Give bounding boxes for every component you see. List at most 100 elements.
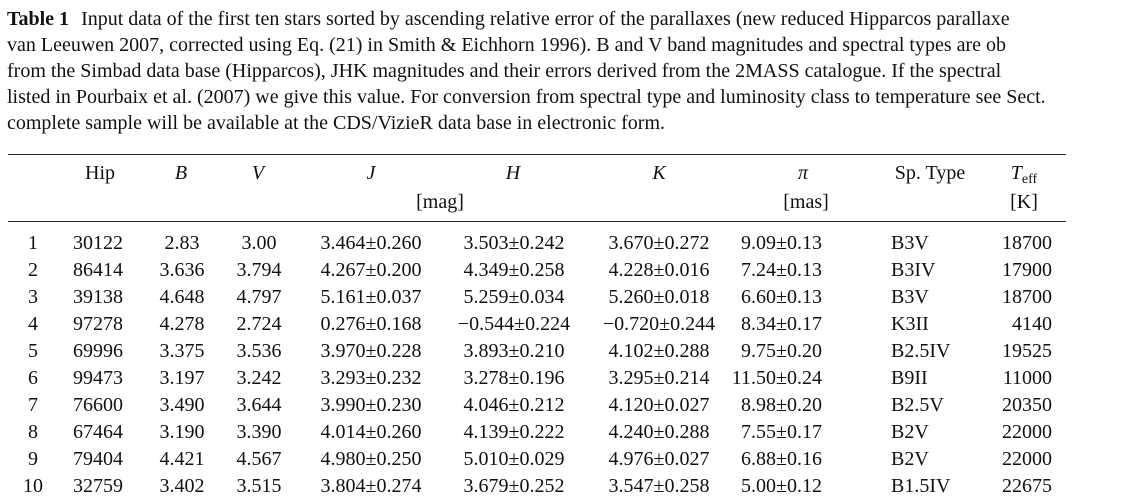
cell-b: 3.490 — [159, 394, 205, 416]
cell-parallax: 6.60±0.13 — [741, 286, 822, 308]
cell-j: 3.970±0.228 — [320, 340, 422, 362]
cell-h: 3.503±0.242 — [463, 232, 565, 254]
cell-teff: 17900 — [1002, 259, 1052, 281]
cell-j: 3.293±0.232 — [320, 367, 422, 389]
table-caption: Table 1 Input data of the first ten stars… — [7, 6, 1131, 136]
cell-b: 4.278 — [159, 313, 205, 335]
cell-v: 4.567 — [236, 448, 282, 470]
cell-hip: 76600 — [73, 394, 123, 416]
cell-k: 5.260±0.018 — [608, 286, 710, 308]
cell-hip: 67464 — [73, 421, 123, 443]
cell-h: 3.893±0.210 — [463, 340, 565, 362]
cell-teff: 11000 — [1002, 367, 1052, 389]
cell-parallax: 5.00±0.12 — [741, 475, 822, 497]
cell-j: 5.161±0.037 — [320, 286, 422, 308]
cell-v: 3.242 — [236, 367, 282, 389]
cell-b: 4.648 — [159, 286, 205, 308]
cell-k: 3.295±0.214 — [608, 367, 710, 389]
cell-hip: 97278 — [73, 313, 123, 335]
cell-index: 4 — [28, 313, 38, 335]
cell-j: 0.276±0.168 — [320, 313, 422, 335]
caption-line-5: complete sample will be available at the… — [7, 112, 666, 134]
cell-teff: 4140 — [1012, 313, 1052, 335]
cell-k: 3.670±0.272 — [608, 232, 710, 254]
cell-j: 3.804±0.274 — [320, 475, 422, 497]
cell-index: 8 — [28, 421, 38, 443]
cell-j: 4.267±0.200 — [320, 259, 422, 281]
cell-h: 3.679±0.252 — [463, 475, 565, 497]
cell-b: 2.83 — [164, 232, 200, 254]
cell-v: 2.724 — [236, 313, 282, 335]
cell-sptype: B3V — [891, 286, 929, 308]
cell-hip: 99473 — [73, 367, 123, 389]
cell-index: 10 — [23, 475, 43, 497]
cell-hip: 39138 — [73, 286, 123, 308]
cell-v: 3.794 — [236, 259, 282, 281]
cell-parallax: 8.34±0.17 — [741, 313, 822, 335]
cell-teff: 18700 — [1002, 286, 1052, 308]
cell-j: 4.980±0.250 — [320, 448, 422, 470]
caption-line-4: listed in Pourbaix et al. (2007) we give… — [7, 86, 1046, 108]
header-v: V — [251, 162, 265, 184]
cell-b: 4.421 — [159, 448, 205, 470]
header-h: H — [505, 162, 521, 184]
unit-kelvin: [K] — [1010, 191, 1038, 213]
cell-hip: 86414 — [73, 259, 123, 281]
caption-text-1: Input data of the first ten stars sorted… — [81, 8, 1010, 30]
cell-j: 3.464±0.260 — [320, 232, 422, 254]
cell-j: 4.014±0.260 — [320, 421, 422, 443]
cell-b: 3.636 — [159, 259, 205, 281]
cell-b: 3.197 — [159, 367, 205, 389]
cell-k: 4.120±0.027 — [608, 394, 710, 416]
header-hip: Hip — [85, 162, 115, 184]
cell-teff: 22675 — [1002, 475, 1052, 497]
cell-k: 4.240±0.288 — [608, 421, 710, 443]
cell-h: 3.278±0.196 — [463, 367, 565, 389]
cell-k: −0.720±0.244 — [602, 313, 716, 335]
table-top-rule — [8, 154, 1066, 155]
header-b: B — [174, 162, 188, 184]
header-k: K — [652, 162, 666, 184]
header-sptype: Sp. Type — [894, 162, 966, 184]
cell-sptype: B3IV — [891, 259, 936, 281]
cell-h: 4.046±0.212 — [463, 394, 565, 416]
cell-parallax: 11.50±0.24 — [731, 367, 822, 389]
unit-mas: [mas] — [783, 191, 829, 213]
cell-parallax: 6.88±0.16 — [741, 448, 822, 470]
cell-k: 4.102±0.288 — [608, 340, 710, 362]
cell-sptype: B3V — [891, 232, 929, 254]
cell-hip: 32759 — [73, 475, 123, 497]
cell-h: 4.139±0.222 — [463, 421, 565, 443]
cell-teff: 19525 — [1002, 340, 1052, 362]
caption-label: Table 1 — [7, 8, 70, 30]
cell-index: 7 — [28, 394, 38, 416]
cell-h: 5.259±0.034 — [463, 286, 565, 308]
cell-k: 3.547±0.258 — [608, 475, 710, 497]
cell-index: 6 — [28, 367, 38, 389]
unit-mag: [mag] — [416, 191, 464, 213]
cell-k: 4.228±0.016 — [608, 259, 710, 281]
cell-k: 4.976±0.027 — [608, 448, 710, 470]
caption-line-3: from the Simbad data base (Hipparcos), J… — [7, 60, 1002, 82]
cell-index: 5 — [28, 340, 38, 362]
header-pi: π — [797, 162, 809, 184]
cell-parallax: 7.24±0.13 — [741, 259, 822, 281]
cell-j: 3.990±0.230 — [320, 394, 422, 416]
cell-teff: 22000 — [1002, 421, 1052, 443]
cell-sptype: B2.5IV — [891, 340, 951, 362]
cell-hip: 69996 — [73, 340, 123, 362]
cell-v: 3.00 — [241, 232, 277, 254]
header-teff: Teff — [1011, 160, 1037, 193]
cell-hip: 79404 — [73, 448, 123, 470]
cell-parallax: 9.75±0.20 — [741, 340, 822, 362]
header-teff-subscript: eff — [1021, 172, 1038, 187]
cell-teff: 18700 — [1002, 232, 1052, 254]
header-j: J — [366, 162, 376, 184]
cell-v: 3.515 — [236, 475, 282, 497]
cell-b: 3.190 — [159, 421, 205, 443]
cell-parallax: 8.98±0.20 — [741, 394, 822, 416]
cell-h: 4.349±0.258 — [463, 259, 565, 281]
cell-sptype: K3II — [891, 313, 929, 335]
cell-b: 3.375 — [159, 340, 205, 362]
cell-sptype: B2.5V — [891, 394, 944, 416]
